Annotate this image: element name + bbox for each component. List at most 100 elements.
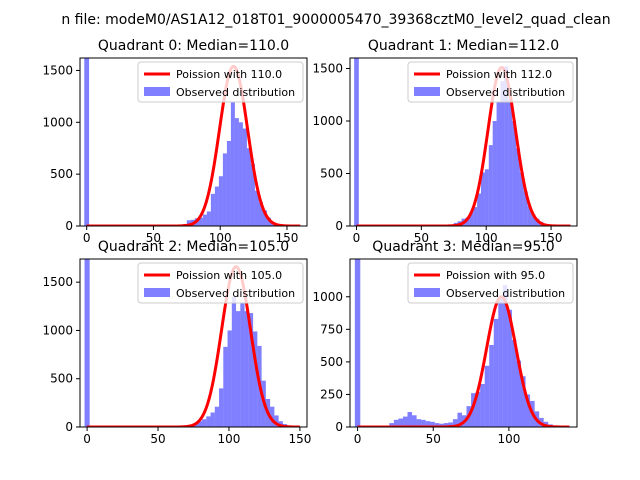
histogram-bar [227,330,232,427]
histogram-bar [475,391,481,427]
histogram-bar [236,311,241,427]
histogram-bar [496,102,501,226]
histogram-bar [202,419,207,427]
histogram-bar [421,419,426,427]
histogram-bar [214,186,219,226]
histogram-bar [527,206,532,226]
x-tick-label: 0 [354,432,362,446]
zero-bin-bar [84,259,90,427]
histogram-bar [469,212,474,226]
histogram-bar [407,412,413,427]
quadrant-title: Quadrant 3: Median=95.0 [372,239,554,255]
histogram-bar [231,296,237,427]
y-tick-label: 1500 [42,63,73,77]
poisson-curve [355,65,572,226]
histogram-bar [206,416,211,427]
y-tick-label: 1000 [312,290,343,304]
zero-bin-bar [354,58,359,226]
y-tick-label: 0 [335,219,343,233]
y-tick-label: 500 [50,372,73,386]
histogram-bar [254,190,259,226]
legend-bar-label: Observed distribution [446,86,565,99]
histogram-bar [465,217,470,226]
histogram-bar [234,118,239,226]
y-tick-label: 500 [320,355,343,369]
histogram-bar [508,100,513,226]
legend-box [137,262,304,304]
plot-area [84,58,302,226]
quadrant-title: Quadrant 1: Median=112.0 [368,38,559,54]
histogram-bar [430,421,435,427]
histogram-bar [523,191,528,226]
x-tick-label: 50 [150,432,165,446]
quadrant-title: Quadrant 0: Median=110.0 [98,38,289,54]
histogram-bar [197,421,203,427]
histogram-bar [218,176,223,226]
histogram-bar [512,121,517,226]
x-tick-label: 0 [83,432,91,446]
histogram-bar [471,393,476,427]
histogram-bar [393,419,399,427]
histogram-bar [507,309,512,427]
histogram-bar [198,217,203,226]
histogram-bar [186,220,191,226]
x-tick-label: 50 [426,432,441,446]
legend-bar-label: Observed distribution [176,287,295,300]
poisson-curve [85,64,302,226]
histogram-bar [498,298,503,427]
histogram-bar [242,128,247,226]
x-tick-label: 150 [540,231,563,245]
histogram-bar [248,313,254,427]
y-tick-label: 1000 [312,114,343,128]
y-tick-label: 1500 [312,62,343,76]
histogram-bar [230,101,235,226]
y-tick-label: 0 [65,420,73,434]
y-tick-label: 1000 [42,323,73,337]
histogram-bar [416,419,422,427]
x-tick-label: 50 [146,231,161,245]
histogram-bar [389,423,394,427]
histogram-bar [511,339,517,427]
y-tick-label: 0 [335,420,343,434]
y-tick-label: 1000 [42,115,73,129]
histogram-bar [484,365,490,427]
histogram-bar [443,423,449,427]
histogram-bar [202,214,207,226]
y-tick-label: 0 [65,219,73,233]
legend-bar-swatch [414,288,440,297]
histogram-bar [439,423,444,427]
histogram-bar [244,311,249,427]
histogram-bar [398,418,403,427]
poisson-curve [356,295,571,427]
quadrant-title: Quadrant 2: Median=105.0 [98,239,289,255]
histogram-bar [488,145,493,226]
histogram-bar [480,384,485,427]
zero-bin-bar [354,259,361,427]
histogram-bar [274,415,279,427]
x-tick-label: 150 [276,231,299,245]
x-tick-label: 0 [83,231,91,245]
plot-area [354,259,571,427]
histogram-bar [226,140,231,226]
x-tick-label: 100 [209,231,232,245]
plot-area [354,58,572,226]
axes-frame [349,57,578,227]
x-tick-label: 0 [353,231,361,245]
histogram-bar [531,214,536,226]
x-tick-label: 50 [414,231,429,245]
histogram-bar [223,346,228,427]
histogram-bar [210,412,215,427]
histogram-bar [516,360,522,427]
histogram-bar [502,285,508,427]
legend-box [407,262,574,304]
legend-bar-label: Observed distribution [176,86,295,99]
histogram-bar [246,148,251,226]
zero-bin-bar [84,58,90,226]
y-tick-label: 1500 [42,275,73,289]
histogram-bar [473,207,478,226]
legend: Poission with 112.0 Observed distribution [407,61,574,103]
histogram-bar [206,211,211,226]
histogram-bar [492,121,497,226]
